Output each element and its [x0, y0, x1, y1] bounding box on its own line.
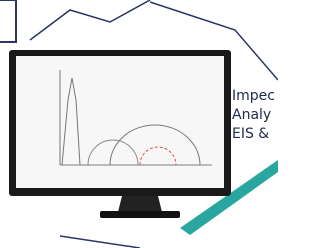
corner-box [0, 0, 16, 42]
hex-outline [30, 0, 150, 40]
caption-line: EIS & [232, 126, 269, 142]
caption-line: Impec [232, 88, 275, 104]
page: Impec Analy EIS & (() => { const data = … [0, 0, 278, 248]
monitor-base [100, 211, 180, 218]
caption-line: Analy [232, 107, 271, 123]
scene: Impec Analy EIS & [0, 0, 278, 248]
monitor-screen [16, 56, 224, 188]
monitor-neck [118, 196, 162, 212]
hex-outline [60, 236, 140, 248]
